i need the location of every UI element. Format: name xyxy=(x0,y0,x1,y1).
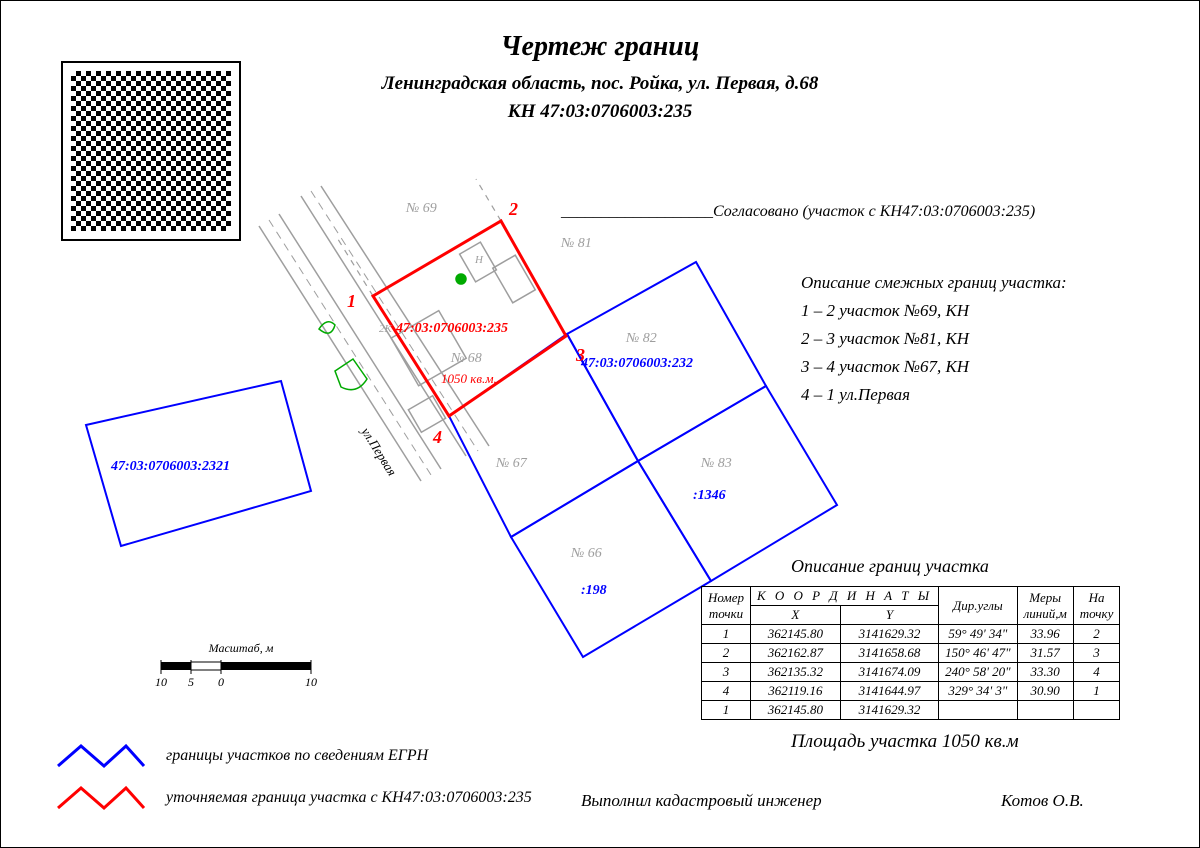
label-p83: № 83 xyxy=(701,456,732,472)
table-row: 1362145.803141629.32 xyxy=(702,701,1120,720)
td: 30.90 xyxy=(1017,682,1073,701)
td: 3141658.68 xyxy=(840,644,938,663)
marker-n: Н xyxy=(475,254,483,266)
td: 31.57 xyxy=(1017,644,1073,663)
area-label: 1050 кв.м. xyxy=(441,371,497,387)
td: 3 xyxy=(1073,644,1120,663)
legend-row: уточняемая граница участка с КН47:03:070… xyxy=(56,783,532,813)
table-row: 1362145.803141629.3259° 49' 34"33.962 xyxy=(702,625,1120,644)
td: 362162.87 xyxy=(750,644,840,663)
area-text: Площадь участка 1050 кв.м xyxy=(791,731,1019,753)
legend-row: границы участков по сведениям ЕГРН xyxy=(56,741,532,771)
label-p68: № 68 xyxy=(451,351,482,367)
coord-table: Номер точки К О О Р Д И Н А Т Ы Дир.углы… xyxy=(701,586,1120,720)
label-p81: № 81 xyxy=(561,236,592,252)
td: 3141674.09 xyxy=(840,663,938,682)
td: 2 xyxy=(702,644,751,663)
td: 362145.80 xyxy=(750,701,840,720)
scale-tick: 10 xyxy=(155,675,167,689)
legend: границы участков по сведениям ЕГРН уточн… xyxy=(56,741,532,813)
td: 362145.80 xyxy=(750,625,840,644)
td: 33.96 xyxy=(1017,625,1073,644)
kn-west: 47:03:0706003:2321 xyxy=(111,459,230,475)
blue-parcel xyxy=(511,461,711,657)
th-to: На точку xyxy=(1073,587,1120,625)
table-row: 2362162.873141658.68150° 46' 47"31.573 xyxy=(702,644,1120,663)
scale-label: Масштаб, м xyxy=(151,641,331,656)
scale-seg xyxy=(191,662,221,670)
label-p66: № 66 xyxy=(571,546,602,562)
td: 33.30 xyxy=(1017,663,1073,682)
td: 4 xyxy=(702,682,751,701)
td: 150° 46' 47" xyxy=(939,644,1017,663)
ext-line xyxy=(476,179,501,221)
engineer-label: Выполнил кадастровый инженер xyxy=(581,791,822,811)
th-point: Номер точки xyxy=(702,587,751,625)
kn-p82: 47:03:0706003:232 xyxy=(581,356,693,372)
label-p82: № 82 xyxy=(626,331,657,347)
green-dot xyxy=(456,274,466,284)
th-dir: Дир.углы xyxy=(939,587,1017,625)
scale-seg xyxy=(221,662,311,670)
legend-blue-icon xyxy=(56,741,146,771)
corner-1: 1 xyxy=(347,291,356,311)
td xyxy=(1017,701,1073,720)
td: 362135.32 xyxy=(750,663,840,682)
table-header-row: Номер точки К О О Р Д И Н А Т Ы Дир.углы… xyxy=(702,587,1120,606)
table-title: Описание границ участка xyxy=(791,556,989,577)
corner-4: 4 xyxy=(432,427,442,447)
table-row: 3362135.323141674.09240° 58' 20"33.304 xyxy=(702,663,1120,682)
td: 240° 58' 20" xyxy=(939,663,1017,682)
td: 3141629.32 xyxy=(840,625,938,644)
building xyxy=(493,255,536,303)
ext-line xyxy=(336,236,373,296)
td: 329° 34' 3" xyxy=(939,682,1017,701)
buildings xyxy=(391,242,535,432)
legend-red-icon xyxy=(56,783,146,813)
label-p69: № 69 xyxy=(406,201,437,217)
scale-svg: 10 5 0 10 xyxy=(151,660,331,690)
td: 3 xyxy=(702,663,751,682)
td: 1 xyxy=(1073,682,1120,701)
th-len: Меры линий,м xyxy=(1017,587,1073,625)
engineer-name: Котов О.В. xyxy=(1001,791,1084,811)
scale-tick: 10 xyxy=(305,675,317,689)
th-coord: К О О Р Д И Н А Т Ы xyxy=(750,587,938,606)
scale-tick: 5 xyxy=(188,675,194,689)
marker-2k: 2К xyxy=(379,323,392,335)
corner-2: 2 xyxy=(508,199,518,219)
label-p67: № 67 xyxy=(496,456,527,472)
th-x: X xyxy=(750,606,840,625)
legend-egrn-label: границы участков по сведениям ЕГРН xyxy=(166,747,428,765)
td: 3141629.32 xyxy=(840,701,938,720)
scale-tick-labels: 10 5 0 10 xyxy=(155,675,317,689)
scale-bar: Масштаб, м 10 5 0 10 xyxy=(151,641,331,695)
td: 1 xyxy=(702,701,751,720)
td: 2 xyxy=(1073,625,1120,644)
legend-refined-label: уточняемая граница участка с КН47:03:070… xyxy=(166,789,532,807)
td xyxy=(1073,701,1120,720)
td: 1 xyxy=(702,625,751,644)
road-ext xyxy=(336,179,501,296)
road-line xyxy=(259,226,421,481)
blue-parcel xyxy=(638,386,837,581)
td: 4 xyxy=(1073,663,1120,682)
table-row: 4362119.163141644.97329° 34' 3"30.901 xyxy=(702,682,1120,701)
scale-seg xyxy=(161,662,191,670)
road-label: ул.Первая xyxy=(357,423,399,479)
th-y: Y xyxy=(840,606,938,625)
td: 3141644.97 xyxy=(840,682,938,701)
page: Чертеж границ Ленинградская область, пос… xyxy=(0,0,1200,848)
green-shape xyxy=(335,359,367,390)
kn-p66: :198 xyxy=(581,583,607,599)
kn-main: 47:03:0706003:235 xyxy=(396,321,508,337)
td: 59° 49' 34" xyxy=(939,625,1017,644)
scale-tick: 0 xyxy=(218,675,224,689)
kn-p83: :1346 xyxy=(693,488,726,504)
td xyxy=(939,701,1017,720)
td: 362119.16 xyxy=(750,682,840,701)
